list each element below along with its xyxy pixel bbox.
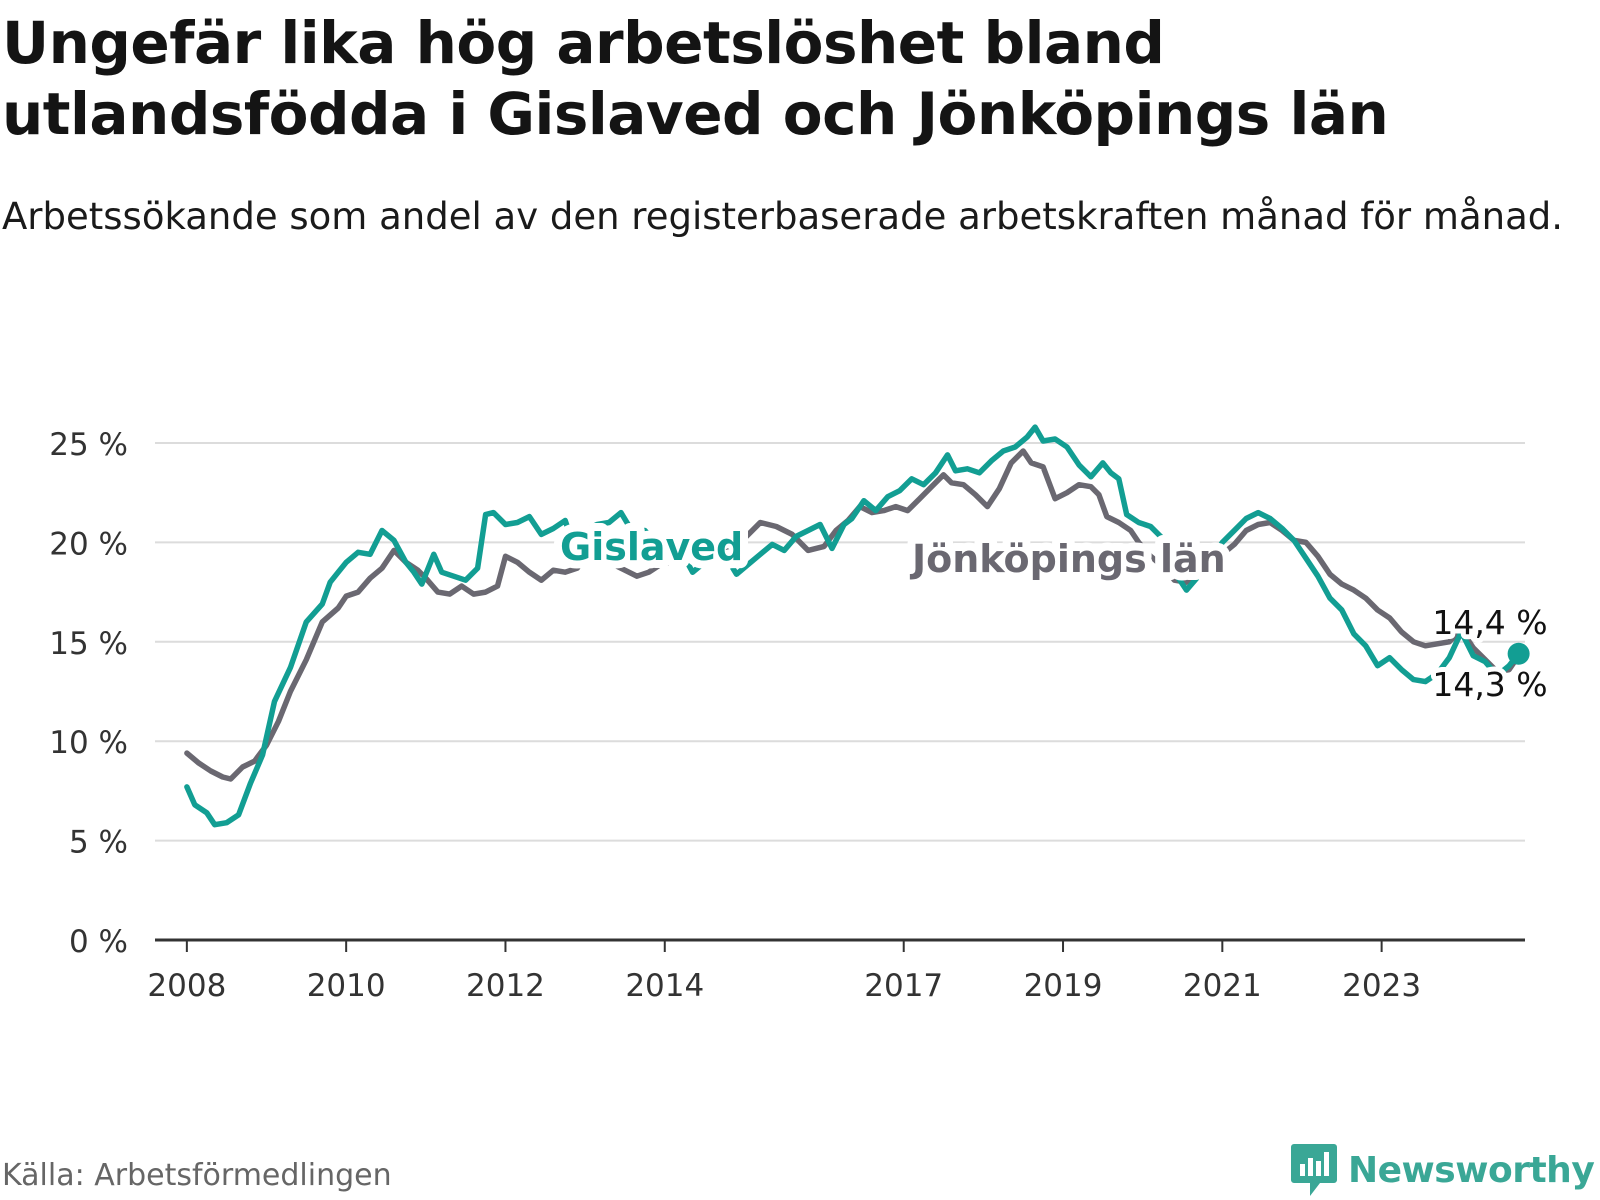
x-tick-label: 2008 [147, 968, 226, 1004]
end-label-jonkopings-lan-halo: 14,3 % [1432, 665, 1547, 704]
chart-subtitle: Arbetssökande som andel av den registerb… [2, 195, 1563, 238]
series-label-jonkopings-lan-halo: Jönköpings län [909, 537, 1226, 581]
y-tick-label: 20 % [49, 526, 128, 562]
x-tick-label: 2019 [1024, 968, 1103, 1004]
series-line-gislaved [184, 424, 1522, 828]
x-axis-ticks: 2008 2010 2012 2014 2017 2019 2021 2023 [147, 938, 1525, 1004]
grid-lines [155, 442, 1525, 842]
y-tick-label: 0 % [69, 924, 128, 960]
x-tick-label: 2021 [1183, 968, 1262, 1004]
series-label-jonkopings-lan: Jönköpings län [909, 537, 1226, 581]
y-tick-label: 25 % [49, 427, 128, 463]
brand-name: Newsworthy [1348, 1149, 1595, 1191]
x-tick-label: 2023 [1342, 968, 1421, 1004]
source-note: Källa: Arbetsförmedlingen [2, 1158, 392, 1193]
y-axis-ticks: 0 % 5 % 10 % 15 % 20 % 25 % [49, 427, 128, 960]
y-tick-label: 5 % [69, 825, 128, 861]
chart-title: Ungefär lika hög arbetslöshet bland utla… [2, 9, 1389, 148]
end-label-gislaved-halo: 14,4 % [1432, 603, 1547, 642]
end-label-gislaved: 14,4 % [1432, 603, 1547, 642]
gislaved-end-marker [1507, 642, 1530, 665]
series-label-gislaved: Gislaved [560, 525, 743, 569]
series-lines [184, 424, 1530, 828]
y-tick-label: 10 % [49, 725, 128, 761]
series-line-jonkopings-lan [184, 448, 1522, 782]
x-tick-label: 2017 [864, 968, 943, 1004]
x-tick-label: 2012 [466, 968, 545, 1004]
y-tick-label: 15 % [49, 626, 128, 662]
newsworthy-logo[interactable]: Newsworthy [1290, 1140, 1595, 1200]
x-tick-label: 2010 [307, 968, 386, 1004]
x-tick-label: 2014 [625, 968, 704, 1004]
end-label-jonkopings-lan: 14,3 % [1432, 665, 1547, 704]
newsworthy-icon [1291, 1144, 1337, 1196]
series-label-gislaved-halo: Gislaved [560, 525, 743, 569]
